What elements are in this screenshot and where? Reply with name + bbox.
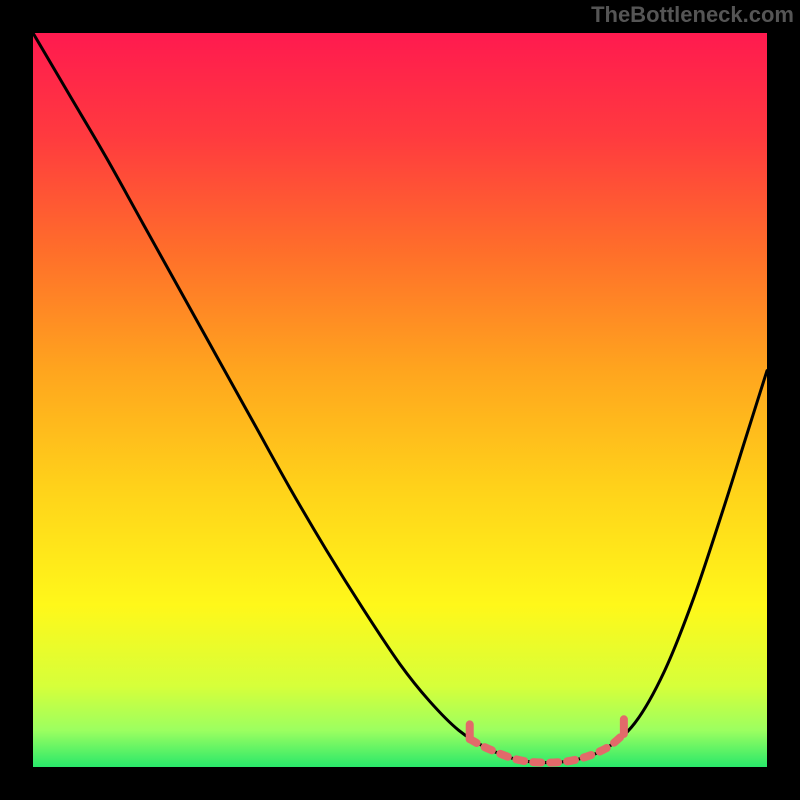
watermark-text: TheBottleneck.com xyxy=(591,2,794,28)
chart-svg xyxy=(0,0,800,800)
chart-container: TheBottleneck.com xyxy=(0,0,800,800)
gradient-heatmap xyxy=(33,33,767,767)
